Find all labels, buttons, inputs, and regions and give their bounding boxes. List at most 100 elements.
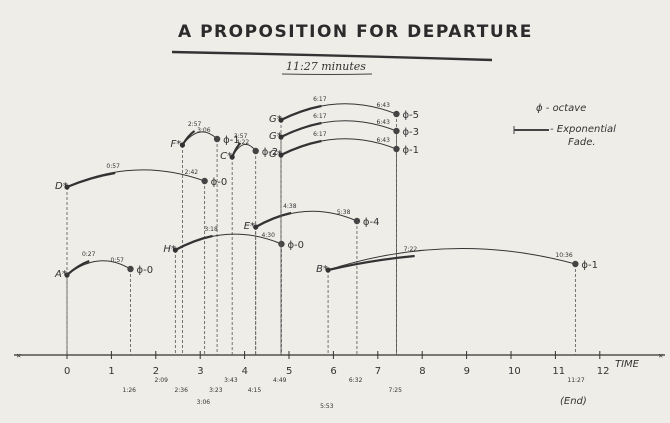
axis-ticks: 0 1 2 3 4 5 6 7 8 9 10 11 12 [64, 351, 610, 377]
event-label: C* [220, 151, 232, 162]
event-time-mark: 4:38 [283, 203, 297, 210]
event-label: H* [163, 244, 176, 255]
event-arcs: A* ϕ-0 0:27 0:57 D* ϕ-0 0:57 2:42 F* ϕ-1 2:573:06 C… [54, 96, 598, 355]
event-start-dot [253, 224, 259, 230]
title-underline [171, 50, 493, 62]
event-end-dot [393, 127, 400, 135]
event-octave-label: ϕ-3 [402, 127, 419, 138]
event-time-mark: 0:57 [106, 163, 120, 170]
event-start-dot [278, 117, 284, 123]
axis-tick-label: 9 [464, 366, 470, 377]
legend-fade-line2: Fade. [568, 137, 596, 148]
time-label: 2:09 [154, 377, 168, 384]
time-label: 7:25 [388, 387, 402, 394]
event-time-mark: 4:22 [236, 139, 250, 146]
axis-tick-label: 1 [108, 366, 114, 377]
event-fade-segment [280, 121, 322, 138]
axis-tick-label: 6 [330, 366, 336, 377]
end-label: (End) [560, 396, 587, 407]
event-label: B* [316, 264, 328, 275]
event-fade-segment [174, 234, 213, 251]
event-label: A* [54, 269, 67, 280]
event-end-dot [127, 265, 134, 273]
axis-tick-label: 5 [286, 366, 292, 377]
event-time-mark: 3:06 [197, 127, 211, 134]
time-label: 3:23 [209, 387, 223, 394]
event-time-mark: 2:42 [185, 169, 199, 176]
event-end-dot [393, 145, 400, 153]
event-fade-segment [181, 130, 196, 146]
event-octave-label: ϕ-5 [402, 110, 419, 121]
event-end-dot [252, 147, 259, 155]
event-time-mark: 6:17 [313, 96, 327, 103]
event-start-dot [278, 134, 284, 140]
subtitle-underline [281, 73, 373, 75]
event-octave-label: ϕ-0 [287, 240, 304, 251]
event-fade-segment [255, 211, 292, 228]
event-octave-label: ϕ-1 [402, 145, 419, 156]
event-time-mark: 6:17 [313, 131, 327, 138]
event-fade-segment [280, 104, 322, 121]
event-time-mark: 6:43 [376, 119, 390, 126]
event-octave-label: ϕ-0 [136, 265, 153, 276]
axis-tick-label: 11 [552, 366, 565, 377]
event-octave-label: ϕ-0 [211, 177, 228, 188]
event-arc [327, 248, 576, 271]
time-label: 4:15 [248, 387, 262, 394]
axis-end-cross: ✕ [658, 352, 663, 360]
time-labels: 1:26 2:09 2:36 3:06 3:233:43 4:15 4:49 5:53 6:32… [122, 377, 584, 410]
axis-tick-label: 8 [419, 366, 425, 377]
event-octave-label: ϕ-4 [363, 217, 380, 228]
time-label: 5:53 [320, 403, 334, 410]
event-start-dot [325, 267, 331, 273]
axis-tick-label: 10 [508, 366, 521, 377]
event-end-dot [213, 135, 221, 143]
event-label: D* [55, 181, 68, 192]
event-label: G* [269, 131, 282, 142]
axis-tick-label: 4 [242, 366, 248, 377]
time-label: 1:26 [122, 387, 136, 394]
event-end-dot [278, 240, 285, 248]
diagram-title: A PROPOSITION FOR DEPARTURE [178, 22, 533, 42]
axis-tick-label: 7 [375, 366, 381, 377]
time-label: 4:49 [273, 377, 287, 384]
diagram-subtitle: 11:27 minutes [286, 60, 366, 73]
event-start-dot [179, 142, 186, 148]
legend-fade-line1: - Exponential [550, 124, 616, 135]
event-time-mark: 6:17 [313, 113, 327, 120]
time-label: 3:06 [197, 399, 211, 406]
axis-tick-label: 3 [197, 366, 203, 377]
event-fade-segment [280, 139, 322, 156]
event-time-mark: 3:18 [204, 226, 218, 233]
event-time-mark: 6:43 [376, 102, 390, 109]
event-start-dot [278, 152, 284, 158]
legend-octave: ϕ - octave [536, 103, 586, 114]
event-octave-label: ϕ-1 [223, 135, 240, 146]
time-label: 6:32 [349, 377, 363, 384]
axis-start-cross: ✕ [16, 352, 21, 360]
event-time-mark: 2:57 [188, 121, 202, 128]
time-label: 2:36 [174, 387, 188, 394]
event-label: G* [269, 149, 282, 160]
axis-tick-label: 0 [64, 366, 70, 377]
event-time-mark: 7:22 [404, 246, 418, 253]
event-time-mark: 3:57 [234, 133, 248, 140]
event-start-dot [229, 154, 235, 160]
axis-tick-label: 12 [597, 366, 610, 377]
event-time-mark: 5:38 [337, 209, 351, 216]
event-fade-segment [66, 171, 116, 189]
event-label: G* [269, 114, 282, 125]
event-end-dot [393, 110, 400, 118]
time-label: 11:27 [567, 377, 584, 384]
axis-label: TIME [615, 359, 640, 370]
event-end-dot [572, 260, 579, 268]
event-octave-label: ϕ-1 [581, 260, 598, 271]
event-start-dot [64, 184, 70, 190]
event-time-mark: 0:27 [82, 251, 96, 258]
event-fade-segment [327, 254, 415, 272]
event-end-dot [201, 177, 208, 185]
event-end-dot [353, 217, 361, 225]
event-time-mark: 6:43 [376, 137, 390, 144]
